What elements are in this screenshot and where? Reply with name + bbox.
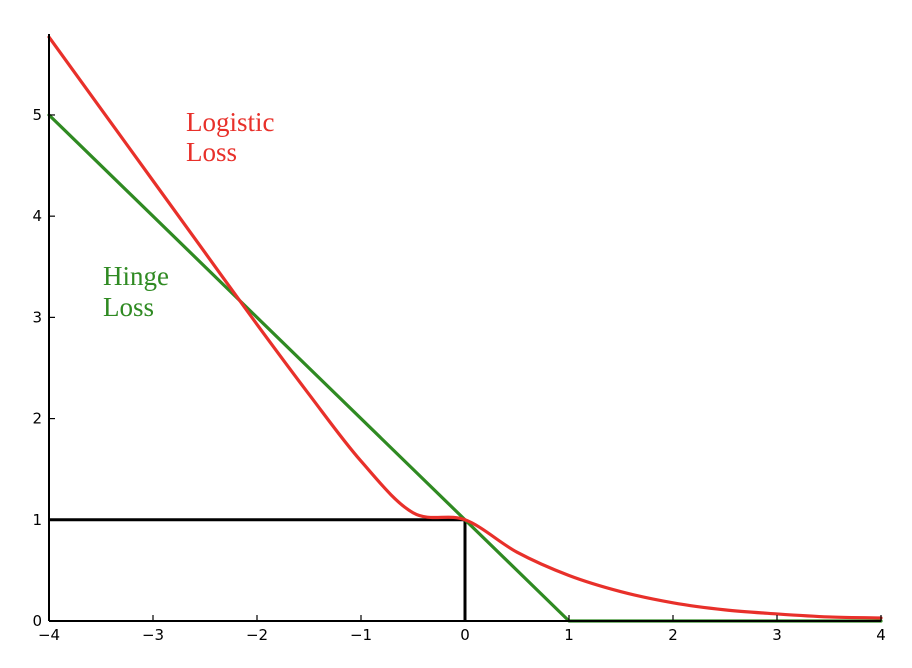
x-tick-label: −1: [350, 626, 372, 644]
hinge-loss-label-line-1: Hinge: [103, 261, 169, 291]
x-axis-ticks: −4 −3 −2 −1 0 1 2 3 4: [38, 615, 886, 644]
y-tick-label: 0: [32, 612, 42, 630]
x-tick-label: 2: [668, 626, 678, 644]
logistic-loss-line: [47, 35, 883, 620]
logistic-loss-label-line-2: Loss: [186, 137, 237, 167]
x-tick-label: 4: [876, 626, 886, 644]
hinge-loss-label-line-2: Loss: [103, 292, 154, 322]
reference-lines: [49, 518, 467, 621]
y-tick-label: 5: [32, 106, 42, 124]
x-tick-label: −3: [142, 626, 164, 644]
x-tick-label: 0: [460, 626, 470, 644]
x-tick-label: −2: [246, 626, 268, 644]
logistic-loss-label-line-1: Logistic: [186, 107, 275, 137]
y-axis-ticks: 0 1 2 3 4 5: [32, 106, 55, 630]
y-tick-label: 4: [32, 207, 42, 225]
x-tick-label: 1: [564, 626, 574, 644]
y-tick-label: 1: [32, 511, 42, 529]
y-tick-label: 3: [32, 308, 42, 326]
y-tick-label: 2: [32, 410, 42, 428]
x-tick-label: −4: [38, 626, 60, 644]
x-tick-label: 3: [772, 626, 782, 644]
